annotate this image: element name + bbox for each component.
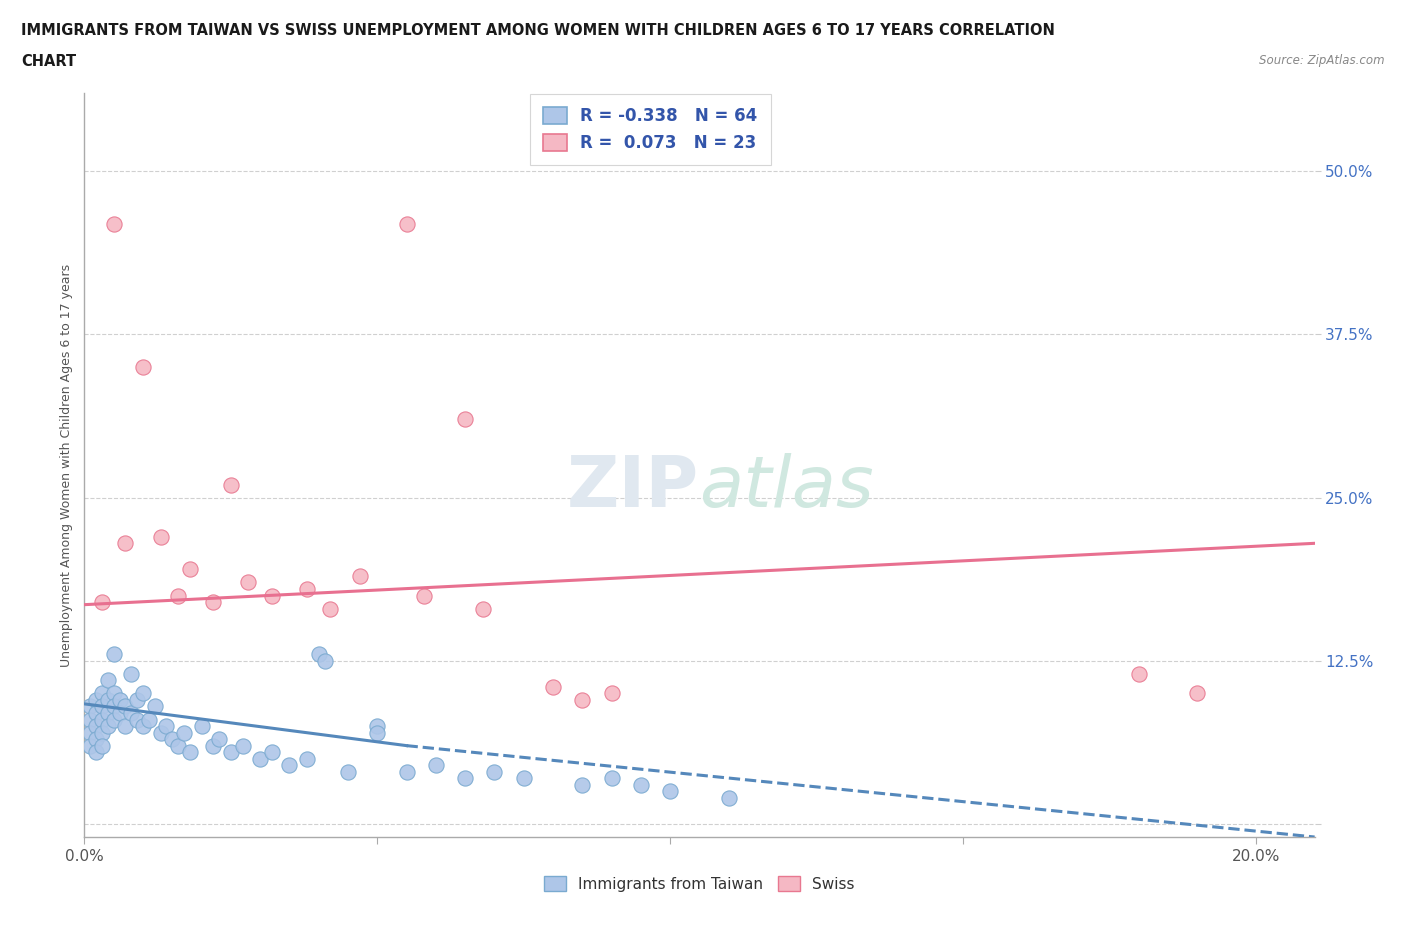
Point (717, 790, 740, 805)
Point (97, 673, 120, 688)
Point (295, 751, 318, 766)
Point (79, 725, 101, 740)
Point (571, 777, 593, 792)
Point (190, 719, 212, 734)
Point (179, 745, 201, 760)
Point (84, 719, 107, 734)
Point (366, 725, 388, 740)
Point (90, 699, 114, 714)
Point (167, 588, 190, 603)
Point (155, 719, 177, 734)
Point (659, 784, 682, 799)
Point (231, 738, 254, 753)
Point (149, 529, 172, 544)
Point (114, 719, 136, 734)
Point (454, 412, 477, 427)
Point (319, 601, 342, 616)
Point (114, 536, 136, 551)
Point (219, 477, 242, 492)
Point (571, 693, 593, 708)
Text: IMMIGRANTS FROM TAIWAN VS SWISS UNEMPLOYMENT AMONG WOMEN WITH CHILDREN AGES 6 TO: IMMIGRANTS FROM TAIWAN VS SWISS UNEMPLOY… (21, 23, 1054, 38)
Point (600, 771, 623, 786)
Point (1128, 667, 1150, 682)
Point (149, 725, 172, 740)
Point (84, 693, 107, 708)
Text: Source: ZipAtlas.com: Source: ZipAtlas.com (1260, 54, 1385, 67)
Point (366, 719, 388, 734)
Point (127, 712, 149, 727)
Point (127, 693, 149, 708)
Point (90, 594, 114, 609)
Point (79, 738, 101, 753)
Point (108, 706, 131, 721)
Point (90, 725, 114, 740)
Point (541, 680, 564, 695)
Point (103, 699, 125, 714)
Point (90, 712, 114, 727)
Point (132, 360, 155, 375)
Point (202, 594, 225, 609)
Point (278, 758, 301, 773)
Point (425, 758, 447, 773)
Point (90, 738, 114, 753)
Point (97, 706, 120, 721)
Point (471, 601, 494, 616)
Point (84, 732, 107, 747)
Point (260, 588, 283, 603)
Point (103, 216, 125, 231)
Point (103, 647, 125, 662)
Point (84, 706, 107, 721)
Point (1187, 686, 1209, 701)
Point (337, 764, 360, 779)
Point (132, 686, 155, 701)
Point (173, 725, 195, 740)
Point (143, 699, 166, 714)
Point (630, 777, 652, 792)
Point (260, 745, 283, 760)
Point (114, 699, 136, 714)
Point (79, 712, 101, 727)
Legend: R = -0.338   N = 64, R =  0.073   N = 23: R = -0.338 N = 64, R = 0.073 N = 23 (530, 94, 770, 166)
Point (179, 562, 201, 577)
Point (108, 693, 131, 708)
Point (84, 745, 107, 760)
Point (97, 719, 120, 734)
Point (97, 693, 120, 708)
Text: ZIP: ZIP (567, 453, 700, 522)
Text: atlas: atlas (700, 453, 875, 522)
Point (219, 745, 242, 760)
Point (249, 751, 271, 766)
Point (295, 581, 318, 596)
Point (395, 216, 418, 231)
Point (120, 667, 142, 682)
Y-axis label: Unemployment Among Women with Children Ages 6 to 17 years: Unemployment Among Women with Children A… (60, 263, 73, 667)
Point (103, 712, 125, 727)
Point (308, 647, 330, 662)
Point (138, 712, 160, 727)
Point (79, 699, 101, 714)
Point (238, 575, 260, 590)
Point (120, 706, 142, 721)
Point (600, 686, 623, 701)
Point (349, 568, 371, 583)
Point (167, 738, 190, 753)
Point (208, 732, 231, 747)
Point (103, 686, 125, 701)
Point (162, 732, 183, 747)
Point (202, 738, 225, 753)
Point (454, 771, 477, 786)
Point (513, 771, 536, 786)
Point (314, 654, 336, 669)
Point (132, 719, 155, 734)
Point (90, 686, 114, 701)
Text: CHART: CHART (21, 54, 76, 69)
Point (395, 764, 418, 779)
Point (484, 764, 506, 779)
Point (413, 588, 436, 603)
